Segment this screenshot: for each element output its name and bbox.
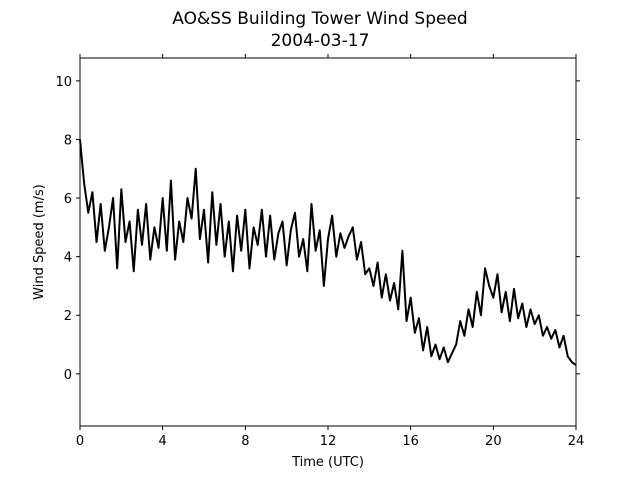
x-tick-label: 0 bbox=[76, 434, 84, 449]
y-axis-label: Wind Speed (m/s) bbox=[32, 184, 47, 300]
plot-frame bbox=[79, 57, 577, 427]
x-tick-label: 8 bbox=[241, 434, 249, 449]
y-tick-label: 10 bbox=[55, 75, 72, 90]
x-tick-label: 20 bbox=[485, 434, 502, 449]
chart-subtitle: 2004-03-17 bbox=[271, 31, 370, 51]
data-line bbox=[79, 139, 577, 366]
x-tick-label: 4 bbox=[159, 434, 167, 449]
y-tick-label: 4 bbox=[64, 251, 72, 266]
y-tick-label: 0 bbox=[64, 368, 72, 383]
x-axis-label: Time (UTC) bbox=[291, 455, 364, 470]
y-tick-label: 6 bbox=[64, 192, 72, 207]
chart-title: AO&SS Building Tower Wind Speed bbox=[172, 9, 467, 29]
x-tick-label: 16 bbox=[402, 434, 419, 449]
y-tick-label: 8 bbox=[64, 133, 72, 148]
x-tick-label: 24 bbox=[568, 434, 585, 449]
x-tick-label: 12 bbox=[320, 434, 337, 449]
y-tick-label: 2 bbox=[64, 309, 72, 324]
